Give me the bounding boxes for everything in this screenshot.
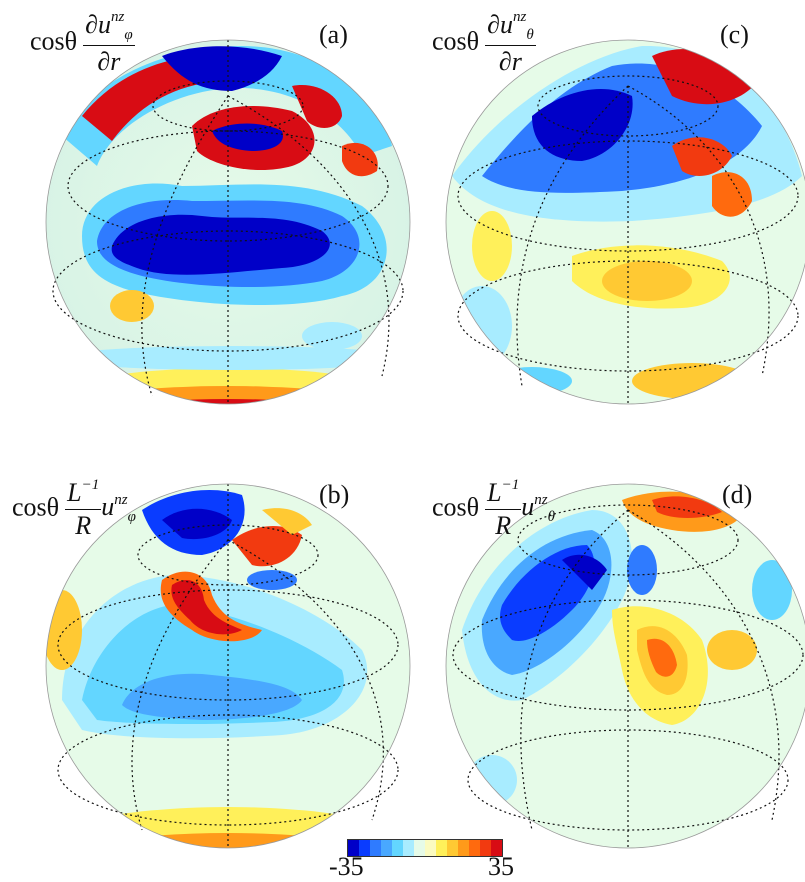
colorbar [347,839,503,857]
colorbar-swatch [469,840,480,856]
panel-label-a: (a) [319,20,348,49]
formula-tail: u [521,492,535,522]
formula-denominator: ∂r [97,47,121,77]
colorbar-swatch [425,840,436,856]
formula-num-sub: θ [526,27,534,44]
colorbar-swatch [447,840,458,856]
sphere-d [445,483,805,849]
formula-a: cosθ ∂unzφ ∂r [30,9,135,77]
panel-label-c: (c) [720,20,749,49]
colorbar-swatch [392,840,403,856]
formula-tail-sub: φ [127,509,136,526]
colorbar-min-label: -35 [329,852,364,881]
colorbar-swatch [359,840,370,856]
sphere-c [445,39,805,405]
formula-prefix: cosθ [12,492,60,522]
colorbar-swatch [381,840,392,856]
formula-prefix: cosθ [432,492,480,522]
colorbar-swatch [370,840,381,856]
formula-tail-sup: nz [534,491,548,508]
formula-num-sup: nz [110,9,125,26]
formula-numerator: ∂u [487,10,513,39]
colorbar-swatch [436,840,447,856]
formula-num-sup: nz [512,9,527,26]
colorbar-swatch [480,840,491,856]
colorbar-swatch [458,840,469,856]
formula-tail: u [101,492,115,522]
colorbar-swatch [403,840,414,856]
formula-c: cosθ ∂unzθ ∂r [432,9,536,77]
formula-num-sub: φ [124,27,133,44]
formula-denominator: R [495,511,512,540]
formula-numerator: ∂u [85,10,111,39]
formula-tail-sup: nz [114,491,128,508]
colorbar-swatch [414,840,425,856]
formula-num-sup: −1 [81,477,100,494]
formula-denominator: ∂r [498,47,522,77]
sphere-a [45,39,411,405]
sphere-b [45,483,411,849]
formula-prefix: cosθ [30,26,78,56]
formula-numerator: L [67,478,82,507]
colorbar-swatch [348,840,359,856]
formula-tail-sub: θ [547,509,555,526]
colorbar-swatch [491,840,502,856]
formula-denominator: R [75,511,92,540]
formula-num-sup: −1 [501,477,520,494]
formula-numerator: L [487,478,502,507]
colorbar-max-label: 35 [488,852,514,881]
panel-label-d: (d) [722,480,753,509]
panel-label-b: (b) [319,480,350,509]
formula-prefix: cosθ [432,26,480,56]
